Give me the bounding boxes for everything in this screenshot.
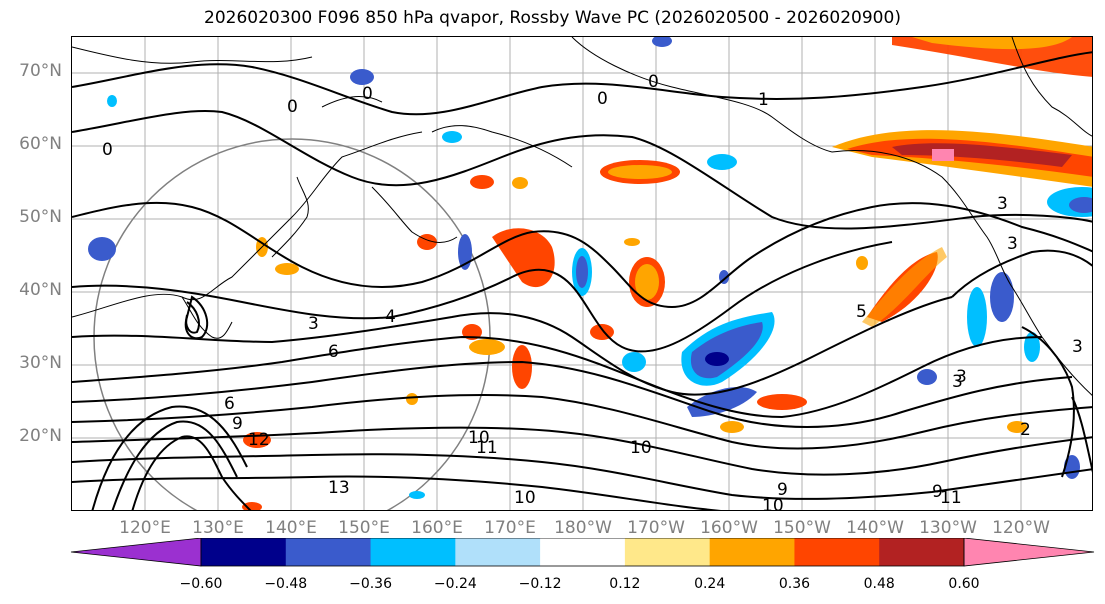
contour-label: 0 xyxy=(362,84,373,104)
colorbar-segment xyxy=(709,538,795,566)
lon-label-170e: 170°E xyxy=(484,518,536,538)
contour-label: 13 xyxy=(328,478,350,498)
colorbar-segment xyxy=(455,538,541,566)
lon-label-160e: 160°E xyxy=(411,518,463,538)
contour-label: 3 xyxy=(952,372,963,392)
negative-anomaly-shading xyxy=(88,37,1092,499)
contour-label: 3 xyxy=(997,194,1008,214)
colorbar-tick-label: 0.36 xyxy=(778,576,811,592)
lon-label-150w: 150°W xyxy=(773,518,831,538)
colorbar-segment xyxy=(879,538,965,566)
contour-label: 2 xyxy=(1020,420,1031,440)
colorbar-tick-label: −0.12 xyxy=(518,576,562,592)
contour-label: 0 xyxy=(287,97,298,117)
contour-label: 11 xyxy=(940,488,962,508)
colorbar-border xyxy=(200,538,965,567)
colorbar-tick-label: −0.24 xyxy=(433,576,477,592)
coastlines xyxy=(72,37,1092,396)
positive-anomaly-shading xyxy=(242,37,1092,510)
contour-label: 6 xyxy=(224,394,235,414)
lat-label-40n: 40°N xyxy=(19,280,62,300)
contour-label: 3 xyxy=(956,367,967,387)
contour-label: 9 xyxy=(777,480,788,500)
contour-labels: 0 0 0 0 0 1 3 3 4 6 6 9 12 13 10 11 10 1… xyxy=(102,72,1083,511)
contour-label: 0 xyxy=(648,72,659,92)
lon-label-170w: 170°W xyxy=(627,518,685,538)
lat-label-70n: 70°N xyxy=(19,61,62,81)
map-title: 2026020300 F096 850 hPa qvapor, Rossby W… xyxy=(204,8,901,28)
colorbar-tick-label: 0.24 xyxy=(694,576,726,592)
contour-label: 12 xyxy=(248,430,270,450)
contour-label: 10 xyxy=(762,496,784,511)
colorbar-segment xyxy=(285,538,372,566)
colorbar-extend-max xyxy=(963,538,1095,567)
colorbar-segment xyxy=(794,538,880,566)
contour-label: 10 xyxy=(514,488,536,508)
colorbar-segment xyxy=(624,538,711,566)
contour-label: 9 xyxy=(232,414,243,434)
lon-label-150e: 150°E xyxy=(338,518,390,538)
lon-label-180w: 180°W xyxy=(554,518,612,538)
contour-label: 6 xyxy=(328,342,339,362)
colorbar xyxy=(70,538,1095,567)
lon-label-130w: 130°W xyxy=(919,518,977,538)
lat-label-50n: 50°N xyxy=(19,207,62,227)
colorbar-tick-label: −0.48 xyxy=(264,576,308,592)
colorbar-segment xyxy=(201,538,287,566)
lat-label-60n: 60°N xyxy=(19,134,62,154)
colorbar-tick-label: 0.48 xyxy=(863,576,895,592)
contour-label: 3 xyxy=(1007,234,1018,254)
contour-label: 4 xyxy=(385,307,396,327)
lon-label-120w: 120°W xyxy=(992,518,1050,538)
contour-label: 11 xyxy=(476,438,498,458)
contour-label: 0 xyxy=(597,89,608,109)
contour-label: 3 xyxy=(1072,337,1083,357)
contour-label: 10 xyxy=(630,438,652,458)
lon-label-140e: 140°E xyxy=(265,518,317,538)
lat-label-30n: 30°N xyxy=(19,353,62,373)
lon-label-130e: 130°E xyxy=(192,518,244,538)
lat-label-20n: 20°N xyxy=(19,426,62,446)
map-panel: 0 0 0 0 0 1 3 3 4 6 6 9 12 13 10 11 10 1… xyxy=(71,36,1093,511)
colorbar-extend-min xyxy=(70,538,202,567)
contour-label: 0 xyxy=(102,140,113,160)
radius-circle xyxy=(93,138,491,510)
colorbar-segment xyxy=(540,538,626,566)
map-canvas: 0 0 0 0 0 1 3 3 4 6 6 9 12 13 10 11 10 1… xyxy=(72,37,1092,511)
colorbar-tick-label: 0.60 xyxy=(948,576,980,592)
colorbar-segment xyxy=(370,538,456,566)
contour-label: 3 xyxy=(308,314,319,334)
contour-label: 1 xyxy=(758,90,769,110)
colorbar-tick-label: −0.60 xyxy=(179,576,223,592)
contours xyxy=(72,51,1092,510)
contour-label: 5 xyxy=(856,302,867,322)
colorbar-tick-label: −0.36 xyxy=(349,576,392,592)
colorbar-tick-label: 0.12 xyxy=(609,576,641,592)
contour-label: 10 xyxy=(468,428,490,448)
lon-label-140w: 140°W xyxy=(846,518,904,538)
contour-label: 9 xyxy=(932,482,943,502)
lon-label-160w: 160°W xyxy=(700,518,758,538)
lon-label-120e: 120°E xyxy=(119,518,171,538)
